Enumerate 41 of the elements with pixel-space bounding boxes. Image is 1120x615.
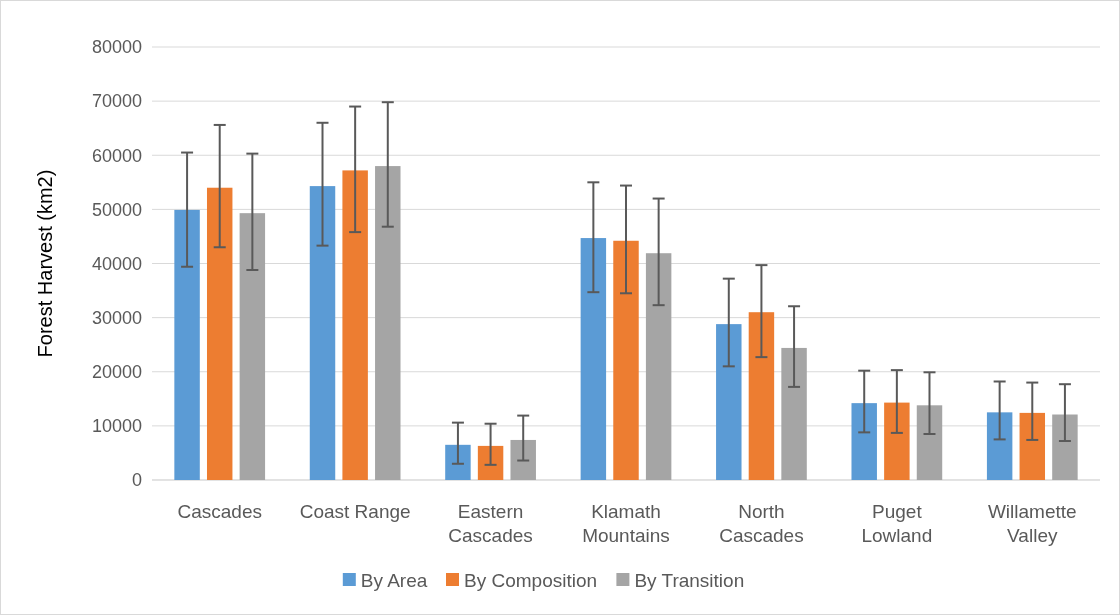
bar (174, 209, 200, 480)
y-tick-label: 50000 (91, 199, 142, 220)
bar (342, 170, 368, 480)
y-tick-label: 0 (131, 470, 142, 491)
legend-label: By Transition (634, 569, 745, 591)
bar (239, 213, 266, 480)
x-tick-label: Coast Range (299, 501, 411, 522)
bar (477, 445, 504, 480)
bar (445, 444, 471, 480)
y-axis-title: Forest Harvest (km2) (34, 169, 56, 358)
y-tick-label: 20000 (91, 362, 142, 383)
bar (716, 324, 742, 480)
bar (1019, 412, 1046, 480)
bar (884, 402, 910, 480)
x-tick-label: North Cascades (719, 501, 804, 546)
bar (206, 187, 233, 480)
x-tick-label: Cascades (177, 501, 262, 522)
y-tick-label: 70000 (91, 91, 142, 112)
y-tick-label: 30000 (91, 307, 142, 328)
x-tick-label: Puget Lowland (861, 501, 933, 546)
y-tick-label: 60000 (91, 145, 142, 166)
bar (613, 240, 639, 480)
bar (781, 347, 807, 480)
x-tick-label: Klamath Mountains (582, 501, 670, 546)
bar (748, 312, 775, 480)
legend-label: By Area (360, 569, 428, 591)
x-tick-label: Eastern Cascades (448, 501, 533, 546)
bar (510, 439, 536, 480)
y-tick-label: 40000 (91, 253, 142, 274)
bar (1052, 414, 1078, 480)
legend-label: By Composition (464, 569, 598, 591)
y-tick-label: 80000 (91, 37, 142, 58)
bar (375, 166, 401, 480)
bar (309, 186, 336, 480)
x-tick-label: Willamette Valley (987, 501, 1077, 546)
bar (645, 253, 672, 480)
bar (851, 403, 877, 480)
bar (986, 412, 1013, 480)
bar (580, 238, 607, 480)
y-tick-label: 10000 (91, 416, 142, 437)
bar (916, 405, 943, 480)
